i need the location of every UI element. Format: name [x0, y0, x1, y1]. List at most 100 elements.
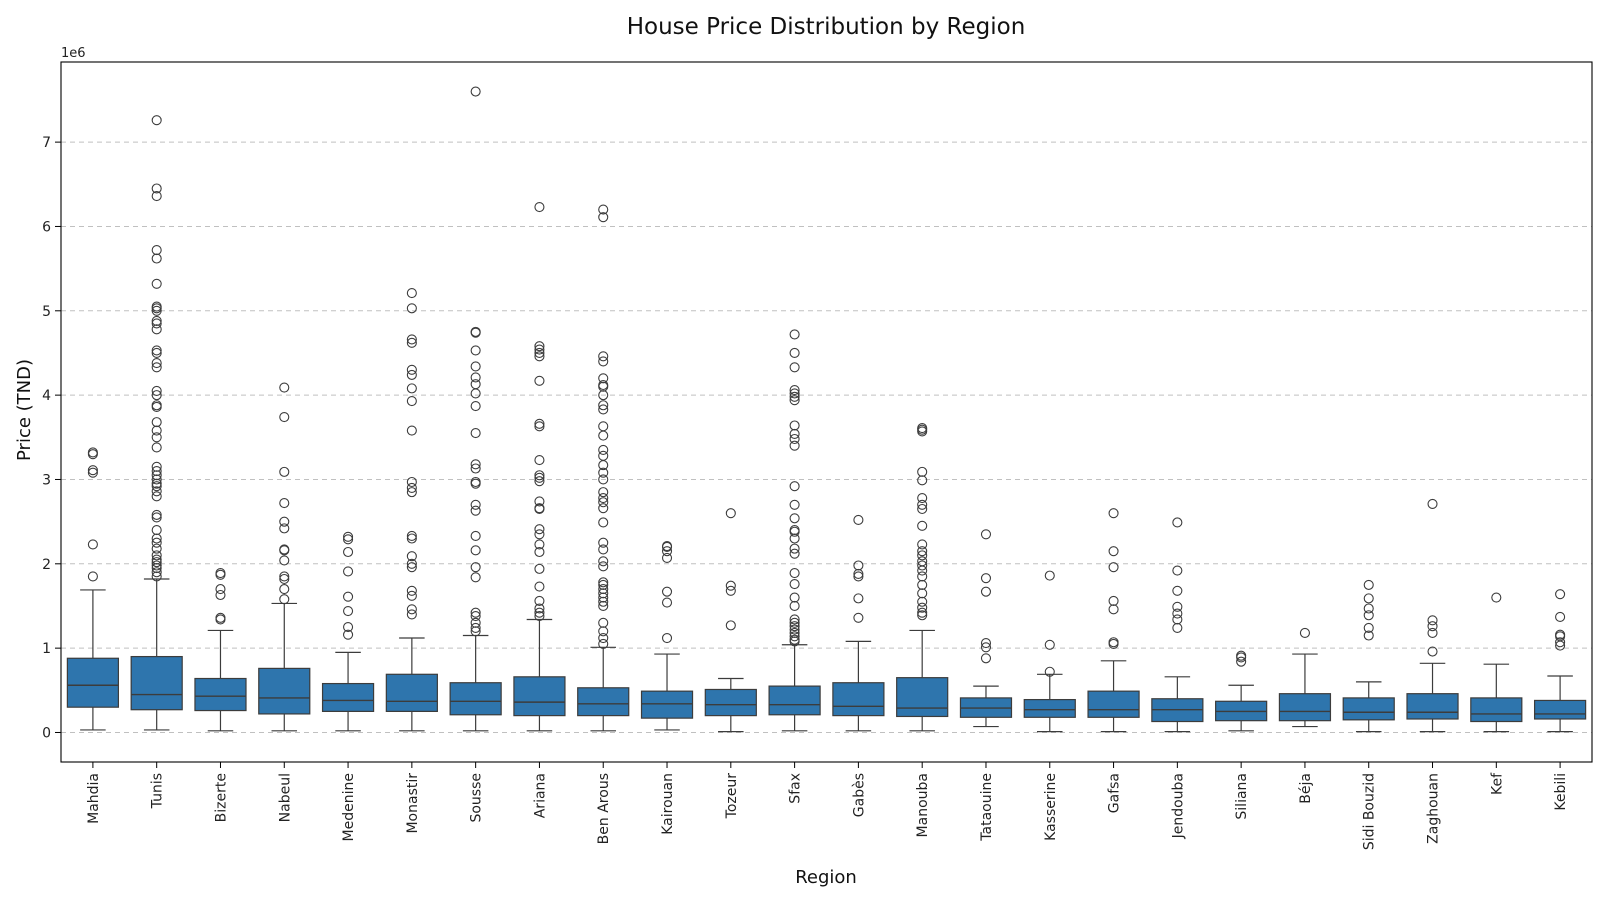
outlier-point — [343, 591, 354, 602]
outlier-point — [406, 609, 417, 620]
outlier-point — [598, 556, 609, 567]
outlier-point — [406, 487, 417, 498]
outlier-point — [598, 400, 609, 411]
outlier-point — [917, 579, 928, 590]
outlier-point — [789, 627, 800, 639]
outlier-point — [406, 585, 417, 596]
outlier-point — [789, 621, 800, 632]
outlier-point — [534, 470, 545, 481]
x-tick-label: Kasserine — [1043, 773, 1059, 841]
outlier-point — [980, 642, 992, 653]
outlier-point — [598, 561, 609, 572]
outlier-point — [1363, 610, 1374, 621]
outlier-point — [980, 638, 992, 649]
box-nabeul — [258, 382, 311, 732]
outlier-point — [661, 586, 673, 597]
outlier-point — [151, 533, 162, 544]
outlier-point — [470, 530, 481, 542]
outlier-point — [1236, 650, 1247, 661]
outlier-point — [1172, 585, 1183, 596]
box-béja — [1278, 627, 1332, 728]
outlier-point — [789, 385, 800, 396]
outlier-point — [1044, 570, 1055, 581]
x-tick-label: Gabès — [851, 773, 867, 817]
x-tick-label: Siliana — [1234, 773, 1250, 820]
outlier-point — [279, 594, 290, 605]
outlier-point — [534, 546, 545, 558]
outlier-point — [534, 595, 545, 606]
outlier-point — [406, 334, 417, 345]
outlier-point — [406, 562, 417, 573]
outlier-point — [598, 212, 609, 223]
outlier-point — [406, 425, 417, 436]
outlier-point — [598, 632, 609, 644]
x-tick-label: Zaghouan — [1426, 773, 1442, 844]
outlier-point — [853, 514, 864, 526]
outlier-point — [470, 611, 481, 622]
box-ariana — [513, 202, 566, 732]
box-zaghouan — [1406, 498, 1459, 733]
outlier-point — [917, 550, 928, 561]
outlier-point — [598, 626, 609, 637]
x-tick-label: Ben Arous — [596, 773, 612, 844]
outlier-point — [470, 379, 481, 390]
outlier-point — [980, 529, 992, 540]
x-tick-label: Bizerte — [213, 773, 229, 822]
outlier-point — [151, 486, 162, 497]
outlier-point — [789, 433, 800, 445]
iqr-box — [1470, 697, 1523, 723]
outlier-point — [1108, 604, 1119, 615]
outlier-point — [917, 492, 928, 504]
outlier-point — [598, 592, 609, 603]
outlier-point — [1108, 562, 1119, 573]
outlier-point — [725, 580, 736, 591]
outlier-point — [470, 463, 481, 474]
outlier-point — [406, 364, 417, 375]
outlier-point — [470, 428, 481, 439]
outlier-point — [789, 543, 800, 554]
outlier-point — [215, 612, 226, 623]
outlier-point — [917, 596, 928, 607]
outlier-point — [1172, 601, 1183, 612]
box-gafsa — [1087, 508, 1140, 733]
x-tick-label: Sfax — [788, 773, 804, 804]
outlier-point — [1363, 603, 1374, 614]
outlier-point — [534, 563, 545, 574]
outlier-point — [1555, 637, 1566, 648]
iqr-box — [1406, 693, 1459, 720]
outlier-point — [470, 459, 481, 470]
outlier-point — [789, 624, 800, 635]
outlier-point — [1108, 637, 1119, 648]
outlier-point — [343, 605, 354, 617]
x-tick-label: Nabeul — [277, 773, 293, 822]
outlier-point — [1555, 611, 1566, 622]
outlier-point — [151, 543, 162, 554]
x-tick-label: Tunis — [150, 773, 166, 809]
outlier-point — [789, 391, 800, 402]
outlier-point — [598, 450, 609, 461]
outlier-point — [151, 550, 162, 561]
box-medenine — [321, 531, 375, 732]
outlier-point — [151, 362, 162, 373]
iqr-box — [768, 685, 821, 716]
outlier-point — [470, 622, 481, 633]
outlier-point — [87, 467, 98, 478]
outlier-point — [534, 351, 545, 362]
outlier-point — [343, 534, 354, 545]
outlier-point — [534, 503, 545, 514]
outlier-point — [789, 533, 800, 544]
outlier-point — [151, 358, 162, 369]
outlier-point — [151, 481, 162, 492]
outlier-point — [406, 482, 417, 493]
outlier-point — [598, 503, 609, 514]
outlier-point — [789, 362, 800, 373]
outlier-point — [151, 183, 162, 194]
x-tick-label: Ariana — [532, 773, 548, 818]
outlier-point — [534, 418, 545, 429]
outlier-point — [470, 372, 481, 383]
outlier-point — [534, 472, 545, 483]
outlier-point — [151, 245, 162, 256]
outlier-point — [598, 204, 609, 215]
outlier-point — [917, 607, 928, 618]
outlier-point — [598, 617, 609, 628]
